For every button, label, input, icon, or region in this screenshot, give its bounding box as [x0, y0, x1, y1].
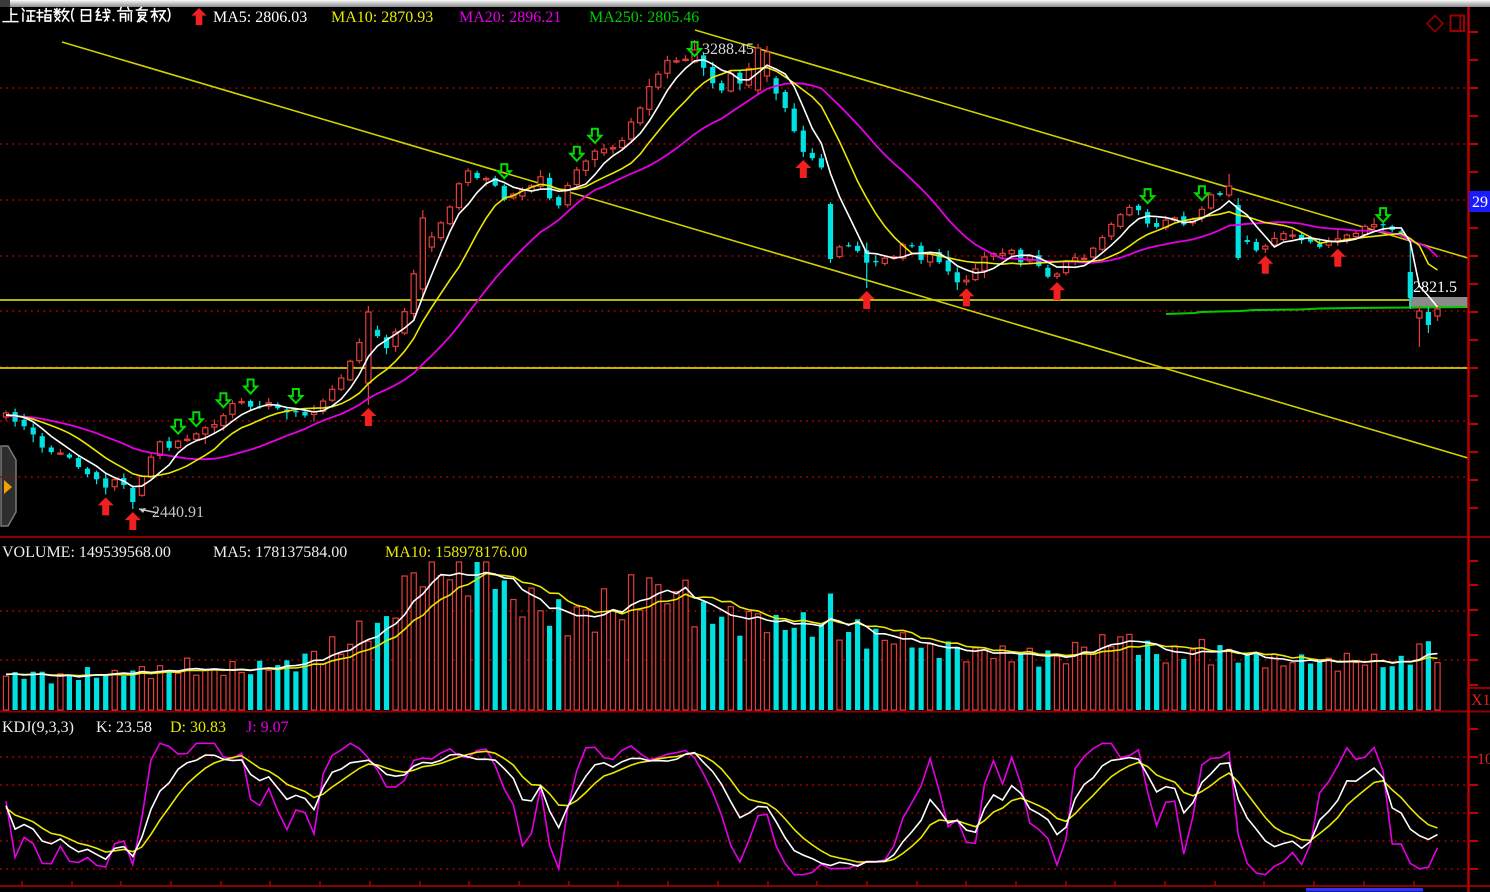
- svg-text:MA5: 178137584.00: MA5: 178137584.00: [213, 544, 347, 561]
- svg-text:MA10: 2870.93: MA10: 2870.93: [331, 9, 433, 26]
- svg-text:3288.45: 3288.45: [702, 41, 754, 58]
- svg-text:29: 29: [1472, 194, 1488, 211]
- svg-text:K: 23.58: K: 23.58: [96, 719, 152, 736]
- svg-text:D: 30.83: D: 30.83: [170, 719, 226, 736]
- svg-text:10: 10: [1477, 751, 1490, 768]
- svg-text:MA20: 2896.21: MA20: 2896.21: [459, 9, 561, 26]
- svg-text:2440.91: 2440.91: [152, 504, 204, 521]
- svg-text:VOLUME: 149539568.00: VOLUME: 149539568.00: [2, 544, 171, 561]
- svg-text:KDJ(9,3,3): KDJ(9,3,3): [2, 719, 74, 736]
- svg-text:X1: X1: [1471, 692, 1490, 709]
- svg-text:2821.5: 2821.5: [1413, 279, 1457, 296]
- svg-text:MA250: 2805.46: MA250: 2805.46: [589, 9, 699, 26]
- svg-text:J: 9.07: J: 9.07: [246, 719, 289, 736]
- svg-text:MA10: 158978176.00: MA10: 158978176.00: [385, 544, 527, 561]
- svg-text:MA5: 2806.03: MA5: 2806.03: [213, 9, 307, 26]
